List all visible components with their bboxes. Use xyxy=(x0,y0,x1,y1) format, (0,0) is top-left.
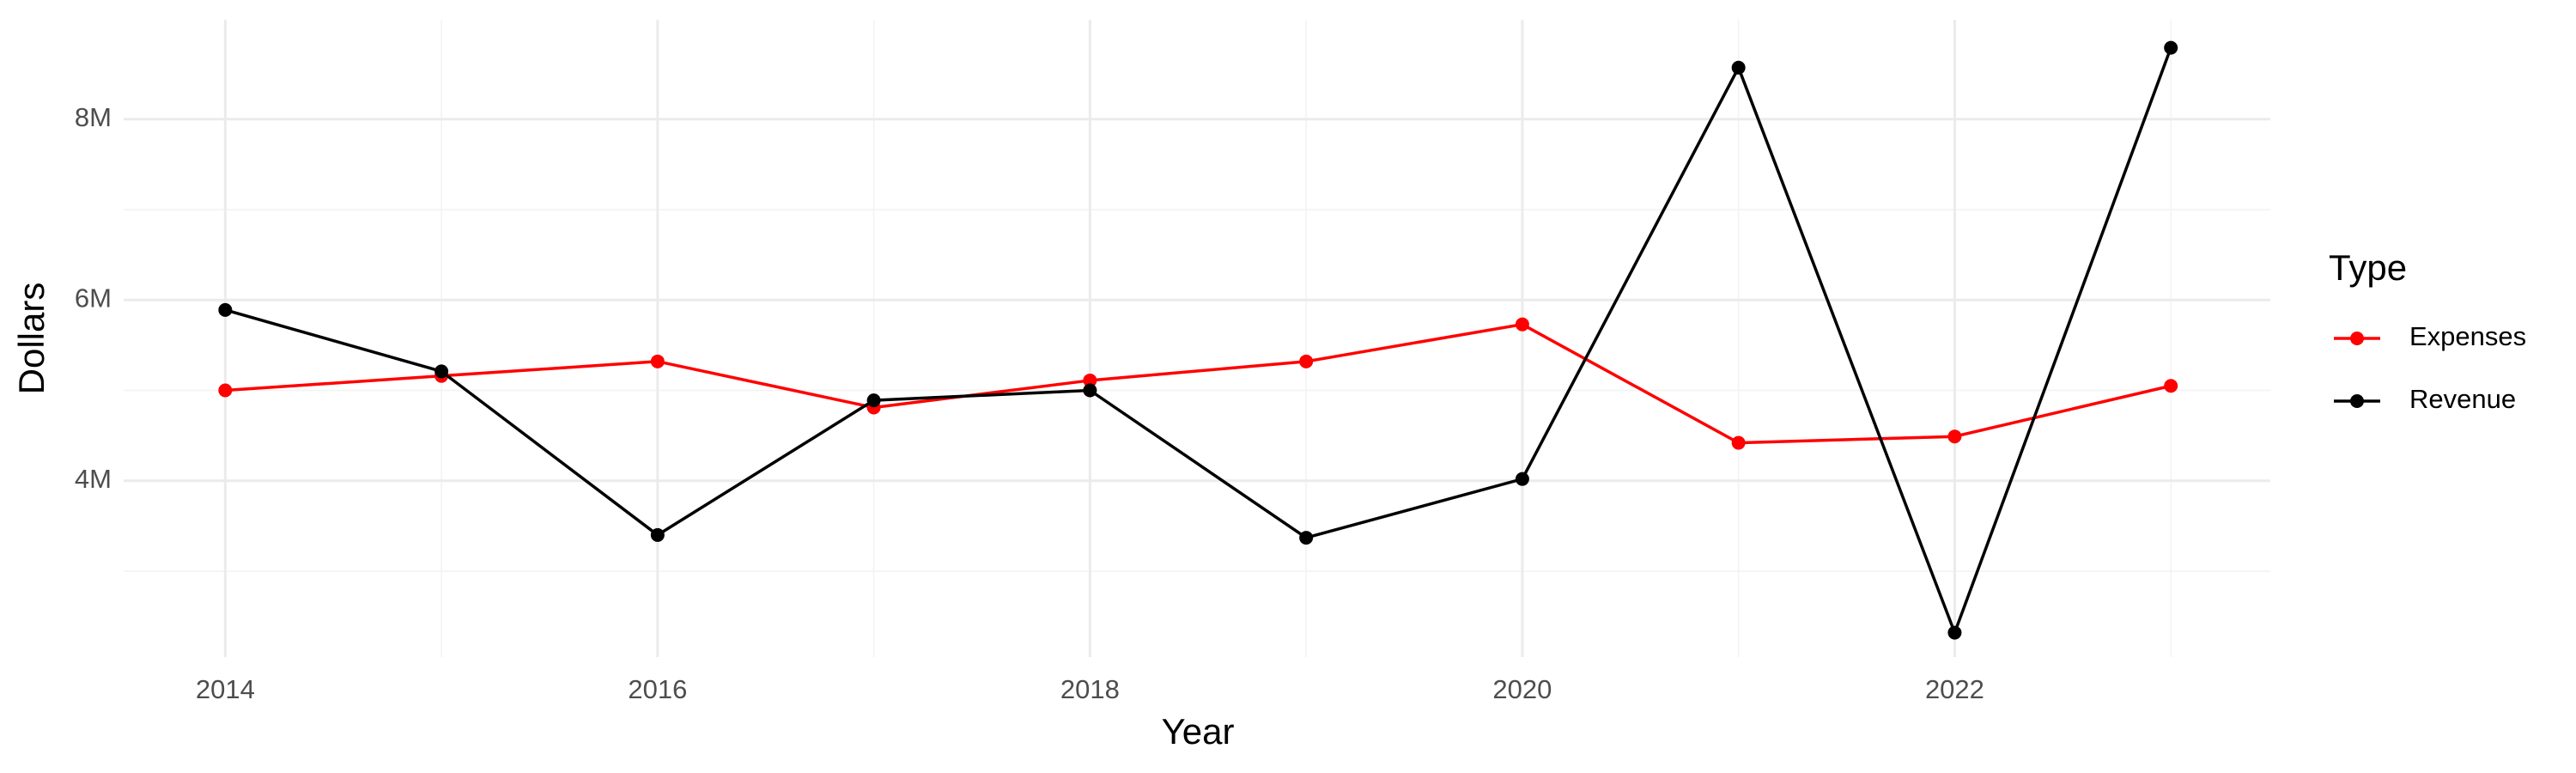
x-tick-label: 2018 xyxy=(1060,674,1120,704)
y-tick-label: 6M xyxy=(75,283,112,313)
series-line xyxy=(224,47,2172,637)
data-point xyxy=(1515,472,1529,486)
x-tick-label: 2014 xyxy=(196,674,255,704)
data-point xyxy=(866,393,881,408)
x-tick-label: 2022 xyxy=(1925,674,1984,704)
data-point xyxy=(218,302,233,317)
data-point xyxy=(650,527,665,542)
x-axis-title: Year xyxy=(1162,711,1235,752)
data-point xyxy=(1299,354,1314,368)
legend-title: Type xyxy=(2329,247,2407,288)
legend-label: Revenue xyxy=(2409,384,2516,414)
data-point xyxy=(2164,40,2178,55)
data-point xyxy=(1515,317,1529,332)
y-axis-title: Dollars xyxy=(11,283,52,395)
data-point xyxy=(1083,373,1097,387)
data-point xyxy=(434,364,449,379)
series-line xyxy=(225,322,2172,445)
y-tick-label: 8M xyxy=(75,102,112,132)
data-point xyxy=(1947,625,1962,640)
x-tick-label: 2016 xyxy=(628,674,687,704)
data-point xyxy=(1731,435,1746,450)
data-point xyxy=(2164,379,2178,393)
data-point xyxy=(1731,60,1746,75)
y-tick-label: 4M xyxy=(75,464,112,494)
legend-swatch-point xyxy=(2350,332,2364,345)
x-tick-label: 2020 xyxy=(1492,674,1552,704)
data-point xyxy=(218,383,233,398)
data-point xyxy=(1299,531,1314,545)
data-point xyxy=(1083,383,1097,398)
data-point xyxy=(650,354,665,368)
legend-swatch-point xyxy=(2350,394,2364,408)
legend-label: Expenses xyxy=(2409,321,2526,351)
data-point xyxy=(1947,429,1962,444)
